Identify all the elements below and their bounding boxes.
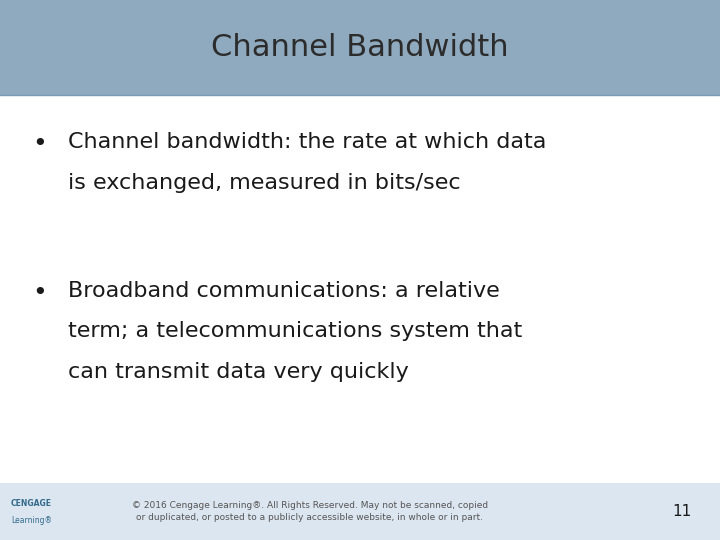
FancyBboxPatch shape [0,0,720,94]
Text: Broadband communications: a relative: Broadband communications: a relative [68,281,500,301]
Text: •: • [32,132,47,156]
Text: Channel Bandwidth: Channel Bandwidth [211,33,509,62]
Text: •: • [32,281,47,305]
Text: term; a telecommunications system that: term; a telecommunications system that [68,321,523,341]
Text: can transmit data very quickly: can transmit data very quickly [68,362,409,382]
Text: Channel bandwidth: the rate at which data: Channel bandwidth: the rate at which dat… [68,132,546,152]
Text: 11: 11 [672,504,691,519]
FancyBboxPatch shape [0,483,720,540]
Text: Learning®: Learning® [11,516,52,525]
FancyBboxPatch shape [0,94,720,483]
Text: © 2016 Cengage Learning®. All Rights Reserved. May not be scanned, copied
or dup: © 2016 Cengage Learning®. All Rights Res… [132,501,487,522]
Text: is exchanged, measured in bits/sec: is exchanged, measured in bits/sec [68,173,461,193]
Text: CENGAGE: CENGAGE [11,498,52,508]
